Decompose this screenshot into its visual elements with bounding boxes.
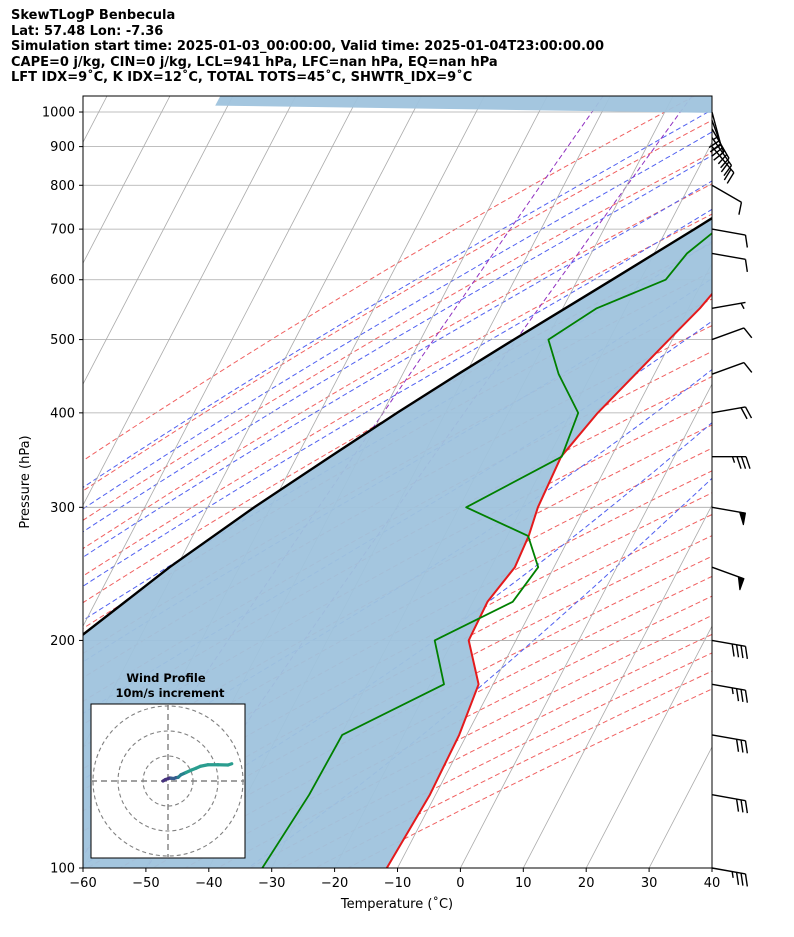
hodograph-title: Wind Profile (126, 671, 206, 685)
isobars (83, 111, 712, 868)
title-indices-2: LFT IDX=9˚C, K IDX=12˚C, TOTAL TOTS=45˚C… (11, 70, 473, 86)
wind-barb (711, 734, 749, 754)
x-axis-ticks: −60 −50 −40 −30 −20 −10 0 10 20 30 40 (69, 868, 720, 891)
wind-barb (711, 683, 749, 703)
title-times: Simulation start time: 2025-01-03_00:00:… (11, 39, 604, 55)
x-tick-label: 40 (704, 876, 721, 891)
wind-barb (711, 327, 753, 341)
mixing-ratio-line (146, 96, 693, 868)
x-tick-label: 10 (515, 876, 532, 891)
isotherm-line (648, 746, 712, 868)
wind-barb (711, 867, 749, 887)
y-tick-label: 300 (50, 501, 75, 516)
wind-barb (712, 455, 751, 469)
y-tick-label: 100 (50, 862, 75, 877)
wind-barb (711, 794, 749, 814)
isotherm-line (397, 262, 712, 868)
wind-barb (711, 506, 747, 526)
wind-barb (710, 120, 725, 161)
isotherm-line (585, 625, 712, 868)
wind-barb (711, 361, 753, 375)
x-axis-label: Temperature (˚C) (340, 896, 453, 912)
moist-adiabat-line (83, 180, 712, 558)
wind-barb (711, 137, 733, 177)
y-tick-label: 900 (50, 140, 75, 155)
x-tick-label: −40 (195, 876, 222, 891)
plot-area (83, 96, 712, 868)
isotherm-line (83, 96, 359, 627)
dry-adiabat-line (83, 470, 712, 812)
title-indices-1: CAPE=0 j/kg, CIN=0 j/kg, LCL=941 hPa, LF… (11, 54, 498, 70)
parcel-profile (83, 216, 712, 637)
hodograph-trace (226, 762, 234, 767)
mixing-ratio-line (83, 96, 604, 857)
wind-barb (711, 639, 749, 659)
moist-adiabat-line (83, 154, 712, 533)
title-station: SkewTLogP Benbecula (11, 8, 176, 23)
y-tick-label: 200 (50, 634, 75, 649)
isotherm-line (83, 96, 297, 506)
y-tick-label: 700 (50, 223, 75, 238)
isotherm-line (83, 96, 171, 265)
moist-adiabat-line (83, 422, 712, 866)
y-tick-label: 1000 (42, 106, 75, 121)
x-tick-label: −10 (384, 876, 411, 891)
y-axis-ticks: 1000 900 800 700 600 500 400 300 200 100 (42, 106, 83, 877)
mixing-ratio-lines (83, 96, 693, 868)
x-tick-label: 0 (456, 876, 464, 891)
wind-barb (711, 566, 745, 591)
dry-adiabat-line (282, 652, 712, 868)
wind-barbs (708, 111, 753, 887)
y-tick-label: 600 (50, 273, 75, 288)
dry-adiabat-line (83, 152, 712, 521)
wind-barb (711, 301, 746, 310)
x-tick-label: −60 (69, 876, 96, 891)
x-tick-label: −50 (132, 876, 159, 891)
wind-barb (711, 252, 749, 272)
hodograph-ring (117, 730, 219, 832)
y-tick-label: 500 (50, 333, 75, 348)
moist-adiabat-line (83, 131, 712, 510)
x-tick-label: 20 (578, 876, 595, 891)
cin-shading (83, 96, 712, 868)
x-tick-label: −20 (321, 876, 348, 891)
dewpoint-profile (261, 232, 712, 868)
y-axis-label: Pressure (hPa) (18, 435, 33, 528)
dry-adiabat-line (249, 633, 712, 868)
dry-adiabat-line (83, 96, 695, 462)
chart-title-block: SkewTLogP Benbecula Lat: 57.48 Lon: -7.3… (11, 8, 604, 86)
wind-barb (711, 184, 743, 215)
isotherm-line (460, 383, 712, 868)
x-tick-label: 30 (641, 876, 658, 891)
isotherm-line (83, 96, 234, 386)
wind-barb (708, 111, 722, 153)
y-tick-label: 800 (50, 179, 75, 194)
wind-barb (711, 406, 753, 420)
isotherm-line (711, 867, 712, 868)
temperature-profile (385, 292, 712, 868)
wind-barb (711, 228, 749, 248)
dry-adiabat-line (83, 183, 712, 550)
title-location: Lat: 57.48 Lon: -7.36 (11, 23, 164, 39)
hodograph-subtitle: 10m/s increment (116, 686, 225, 700)
isotherm-line (522, 504, 712, 868)
dry-adiabat-line (315, 670, 712, 868)
dry-adiabat-line (83, 447, 712, 791)
x-tick-label: −30 (258, 876, 285, 891)
dry-adiabat-line (347, 688, 712, 868)
y-tick-label: 400 (50, 406, 75, 421)
moist-adiabat-line (83, 109, 712, 489)
hodograph-inset: Wind Profile 10m/s increment (90, 671, 246, 859)
dry-adiabat-line (83, 213, 712, 577)
